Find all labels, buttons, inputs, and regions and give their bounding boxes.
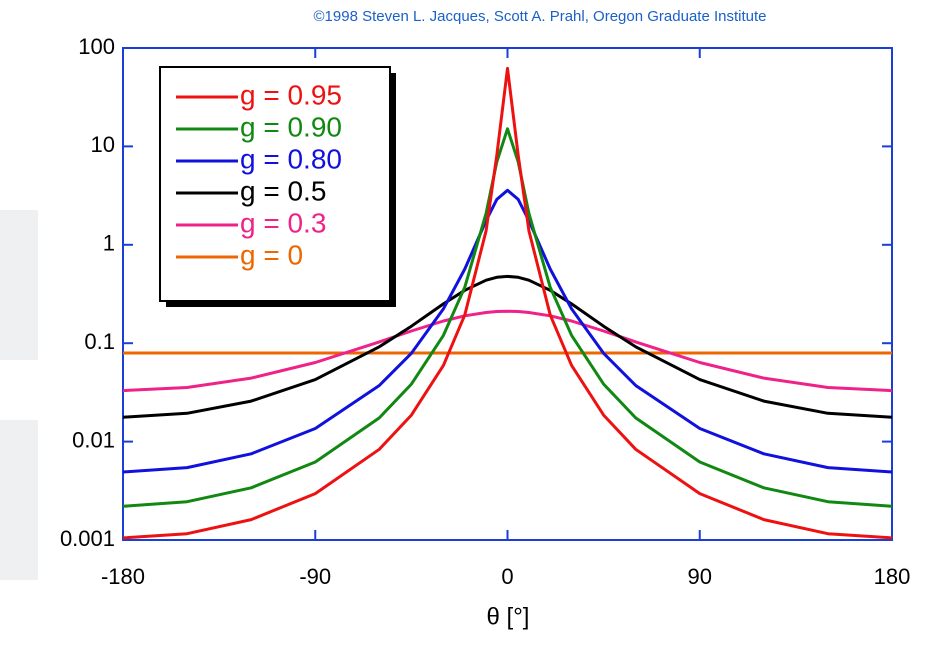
series-line [122,309,893,393]
x-tick-label: 90 [688,564,712,589]
series-line [122,188,893,474]
legend-label: g = 0 [240,239,303,270]
y-tick-label: 0.1 [84,329,115,354]
legend-label: g = 0.80 [240,143,342,174]
legend [159,66,391,302]
legend-label: g = 0.90 [240,111,342,142]
x-tick-label: 180 [874,564,911,589]
legend-label: g = 0.95 [240,79,342,110]
y-tick-label: 1 [103,231,115,256]
y-tick-label: 10 [91,132,115,157]
x-axis-label: θ [°] [487,603,530,630]
y-tick-label: 0.01 [72,427,115,452]
series-line [122,66,893,540]
legend-label: g = 0.3 [240,207,326,238]
series-line [122,274,893,419]
chart-title: ©1998 Steven L. Jacques, Scott A. Prahl,… [314,8,767,25]
y-tick-label: 0.001 [60,526,115,551]
y-tick-label: 100 [78,34,115,59]
series-line [122,127,893,508]
x-tick-label: -180 [101,564,145,589]
cropped-figure [0,210,38,360]
x-tick-label: 0 [501,564,513,589]
legend-label: g = 0.5 [240,175,326,206]
cropped-figure [0,420,38,580]
x-tick-label: -90 [299,564,331,589]
